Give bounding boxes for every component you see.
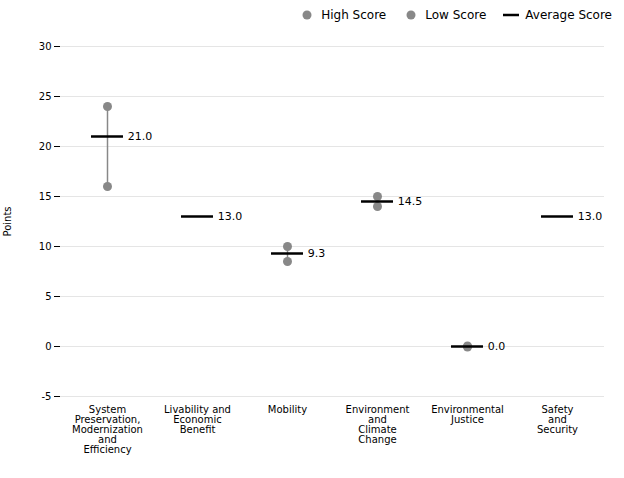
svg-text:-5: -5 [42, 391, 52, 402]
svg-text:15: 15 [39, 191, 52, 202]
svg-text:EnvironmentalJustice: EnvironmentalJustice [431, 404, 504, 425]
svg-text:5: 5 [45, 291, 51, 302]
svg-text:21.0: 21.0 [128, 130, 153, 143]
svg-text:25: 25 [39, 91, 52, 102]
svg-text:Mobility: Mobility [268, 404, 307, 415]
html-text:Low Score: Low Score [425, 8, 487, 22]
svg-text:SystemPreservation,Modernizati: SystemPreservation,ModernizationandEffic… [72, 404, 143, 455]
svg-text:0.0: 0.0 [488, 340, 506, 353]
svg-text:14.5: 14.5 [398, 195, 423, 208]
svg-text:EnvironmentandClimateChange: EnvironmentandClimateChange [346, 404, 410, 445]
svg-text:SafetyandSecurity: SafetyandSecurity [537, 404, 578, 435]
html-text:High Score: High Score [321, 8, 387, 22]
svg-text:13.0: 13.0 [218, 210, 243, 223]
svg-text:9.3: 9.3 [308, 247, 326, 260]
svg-text:0: 0 [45, 341, 51, 352]
html-text:Average Score: Average Score [525, 8, 612, 22]
svg-text:10: 10 [39, 241, 52, 252]
svg-text:30: 30 [39, 41, 52, 52]
svg-text:Livability andEconomicBenefit: Livability andEconomicBenefit [164, 404, 231, 435]
svg-text:13.0: 13.0 [578, 210, 603, 223]
svg-text:20: 20 [39, 141, 52, 152]
svg-text:Points: Points [2, 206, 13, 236]
